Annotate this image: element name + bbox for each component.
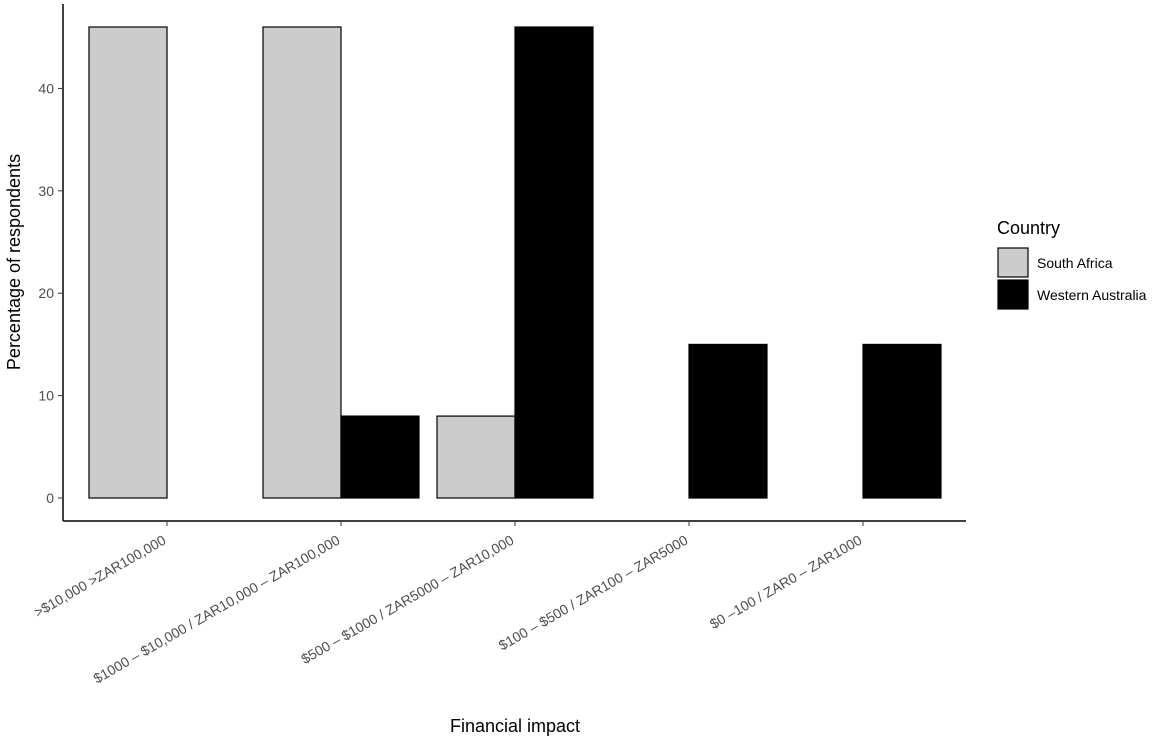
legend-label-western-australia: Western Australia xyxy=(1037,287,1147,303)
x-tick-label: $100 – $500 / ZAR100 – ZAR5000 xyxy=(496,532,691,654)
y-tick-label: 10 xyxy=(38,388,54,404)
y-axis-title: Percentage of respondents xyxy=(4,154,24,370)
x-axis-title: Financial impact xyxy=(450,716,580,736)
y-tick-label: 20 xyxy=(38,285,54,301)
legend-swatch-western-australia xyxy=(997,279,1029,310)
bar-south-africa-1 xyxy=(88,26,168,499)
bar-south-africa-2 xyxy=(262,26,342,499)
bar-western-australia-2 xyxy=(340,415,420,499)
legend-swatch-south-africa xyxy=(997,247,1029,278)
x-tick-label: >$10,000 >ZAR100,000 xyxy=(31,532,169,621)
y-ticks-group: 0 10 20 30 40 xyxy=(38,80,63,506)
bar-western-australia-5 xyxy=(862,343,942,499)
legend: Country South Africa Western Australia xyxy=(997,218,1147,310)
bar-western-australia-3 xyxy=(514,26,594,499)
bar-south-africa-3 xyxy=(436,415,516,499)
bar-western-australia-4 xyxy=(688,343,768,499)
x-tick-label: $0 –100 / ZAR0 – ZAR1000 xyxy=(707,532,865,632)
y-tick-label: 0 xyxy=(46,490,54,506)
bars-group xyxy=(88,26,942,499)
legend-items: South Africa Western Australia xyxy=(997,247,1147,310)
legend-title: Country xyxy=(997,218,1060,238)
legend-label-south-africa: South Africa xyxy=(1037,255,1113,271)
y-tick-label: 40 xyxy=(38,80,54,96)
x-ticks-group: >$10,000 >ZAR100,000$1000 – $10,000 / ZA… xyxy=(31,521,865,686)
y-tick-label: 30 xyxy=(38,183,54,199)
